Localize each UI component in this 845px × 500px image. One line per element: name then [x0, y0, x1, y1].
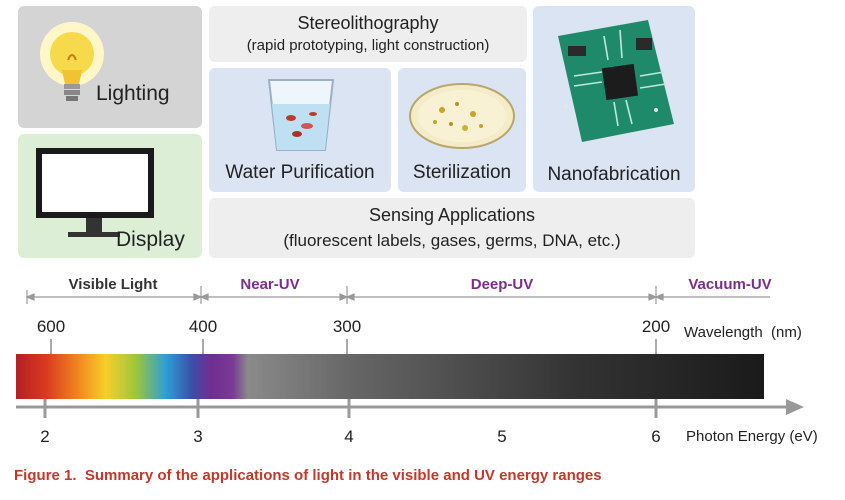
monitor-icon: [36, 148, 154, 237]
nanofabrication-label: Nanofabrication: [547, 164, 681, 185]
tile-nanofabrication: Nanofabrication: [533, 6, 695, 192]
wavelength-tick-600: 600: [37, 317, 65, 336]
sensing-subtitle: (fluorescent labels, gases, germs, DNA, …: [283, 231, 621, 250]
energy-axis: [16, 399, 804, 415]
stereolithography-subtitle: (rapid prototyping, light construction): [246, 37, 490, 54]
energy-tick-marks: [43, 399, 658, 418]
region-near-uv: Near-UV: [240, 276, 299, 293]
region-vacuum-uv: Vacuum-UV: [688, 276, 771, 293]
energy-tick-2: 2: [40, 427, 49, 446]
lighting-label: Lighting: [96, 82, 170, 105]
wavelength-tick-marks: [50, 339, 657, 354]
spectrum-bar: [16, 354, 764, 399]
tile-display: Display: [18, 134, 202, 258]
energy-tick-5: 5: [497, 427, 506, 446]
energy-tick-4: 4: [344, 427, 353, 446]
wavelength-tick-400: 400: [189, 317, 217, 336]
petri-dish-icon: [409, 83, 515, 149]
sensing-title: Sensing Applications: [368, 205, 536, 225]
tile-lighting: Lighting: [18, 6, 202, 128]
stereolithography-title: Stereolithography: [297, 13, 439, 33]
display-label: Display: [116, 228, 185, 251]
wavelength-tick-300: 300: [333, 317, 361, 336]
energy-tick-3: 3: [193, 427, 202, 446]
region-visible-light: Visible Light: [69, 276, 158, 293]
sterilization-label: Sterilization: [412, 162, 512, 183]
water-purification-label: Water Purification: [225, 162, 375, 183]
wavelength-axis-label: Wavelength (nm): [684, 324, 802, 341]
energy-tick-6: 6: [651, 427, 660, 446]
lightbulb-icon: [40, 22, 104, 101]
wavelength-tick-200: 200: [642, 317, 670, 336]
figure-caption: Figure 1. Summary of the applications of…: [14, 467, 602, 484]
energy-axis-label: Photon Energy (eV): [686, 428, 818, 445]
tile-sensing-applications: Sensing Applications (fluorescent labels…: [209, 198, 695, 258]
tile-stereolithography: Stereolithography (rapid prototyping, li…: [209, 6, 527, 62]
water-glass-icon: [267, 79, 335, 151]
circuit-board-icon: [558, 20, 674, 142]
region-deep-uv: Deep-UV: [471, 276, 534, 293]
region-dimension-lines: [25, 286, 770, 304]
tile-sterilization: Sterilization: [398, 68, 526, 192]
tile-water-purification: Water Purification: [209, 68, 391, 192]
